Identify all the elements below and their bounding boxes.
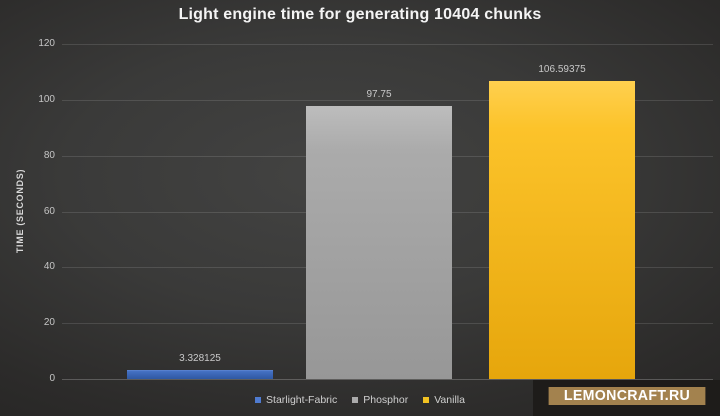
chart-title: Light engine time for generating 10404 c… xyxy=(178,6,542,23)
bar-value-label: 3.328125 xyxy=(179,352,221,364)
gridline-0 xyxy=(62,379,713,380)
watermark: LEMONCRAFT.RU xyxy=(533,380,720,416)
watermark-label: LEMONCRAFT.RU xyxy=(548,387,706,405)
gridline-120 xyxy=(62,44,713,45)
legend-label: Vanilla xyxy=(434,393,465,406)
legend: Starlight-Fabric Phosphor Vanilla xyxy=(0,392,720,407)
y-tick-label: 60 xyxy=(43,205,55,217)
y-tick-label: 80 xyxy=(43,149,55,161)
legend-swatch-icon xyxy=(423,396,430,403)
bar-vanilla xyxy=(489,81,635,379)
legend-swatch-icon xyxy=(352,396,359,403)
bar-value-label: 97.75 xyxy=(366,89,392,101)
legend-item-phosphor: Phosphor xyxy=(352,394,408,406)
y-tick-label: 100 xyxy=(38,93,55,105)
y-tick-label: 40 xyxy=(43,261,55,273)
bar-phosphor xyxy=(306,106,452,379)
bar-starlight-fabric xyxy=(127,369,273,379)
bar-value-label: 106.59375 xyxy=(538,64,586,76)
legend-item-vanilla: Vanilla xyxy=(423,394,465,406)
y-tick-label: 120 xyxy=(38,38,55,49)
legend-label: Starlight-Fabric xyxy=(266,393,338,406)
legend-item-starlight-fabric: Starlight-Fabric xyxy=(255,394,337,406)
legend-label: Phosphor xyxy=(363,393,409,406)
gridline-100 xyxy=(62,99,713,101)
legend-swatch-icon xyxy=(255,396,262,403)
y-tick-label: 20 xyxy=(43,317,55,329)
y-tick-label: 0 xyxy=(49,373,55,384)
